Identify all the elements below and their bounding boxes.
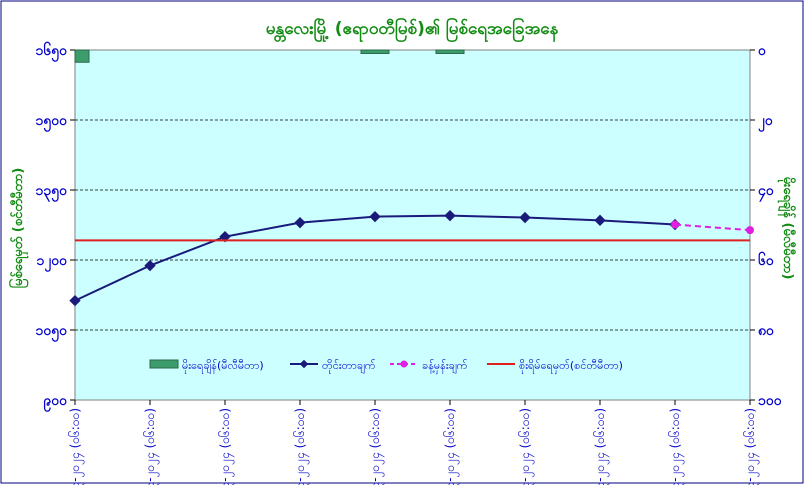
y-tick-label: ၁၂၀၀ — [36, 253, 68, 272]
y2-tick-label: ၂၀ — [758, 113, 774, 132]
plot-area — [74, 49, 751, 401]
y-tick-label: ၁၅၀၀ — [36, 113, 69, 132]
observed-point — [519, 211, 531, 224]
forecast-point — [746, 226, 754, 235]
y-tick-label: ၉၀၀ — [43, 393, 68, 412]
y-axis-label: မြစ်ရေမှတ် (စင်တီမီတာ) — [8, 168, 29, 289]
x-tick-label: ၁၃-၃-၂၀၂၄ (၀၆:၀၀) — [517, 408, 535, 485]
x-tick-label: ၁၀-၃-၂၀၂၄ (၀၆:၀၀) — [292, 408, 310, 485]
x-tick-label: ၁၄-၃-၂၀၂၄ (၀၆:၀၀) — [592, 408, 610, 485]
x-tick-label: ၁၂-၃-၂၀၂၄ (၀၆:၀၀) — [442, 408, 460, 485]
legend-label: စိုးရိမ်ရေမှတ်(စင်တီမီတာ) — [519, 359, 623, 374]
x-tick-label: ၁၅-၃-၂၀၂၄ (၀၆:၀၀) — [667, 408, 685, 485]
y-tick-label: ၁၀၅၀ — [36, 323, 69, 342]
chart-title: မန္တလေးမြို့ (ဧရာဝတီမြစ်)၏ မြစ်ရေအခြေအနေ — [266, 16, 559, 43]
forecast-line — [674, 223, 751, 232]
y2-tick-label: ၀ — [758, 43, 767, 59]
y-tick-label: ၁၆၅၀ — [36, 42, 69, 62]
x-tick-label: ၉-၃-၂၀၂၄ (၀၆:၀၀) — [217, 408, 235, 485]
legend-label: မိုးရေချိန်(မီလီမီတာ) — [182, 359, 264, 374]
legend-label: တိုင်းတာချက် — [322, 359, 376, 374]
x-tick-label: ၁၆-၃-၂၀၂၄ (၀၆:၀၀) — [742, 408, 760, 485]
legend-swatch-rainfall — [149, 359, 179, 369]
legend-marker — [400, 360, 408, 368]
x-tick-label: ၈-၃-၂၀၂၄ (၀၆:၀၀) — [142, 408, 160, 485]
rainfall-bar — [74, 49, 90, 63]
observed-point — [444, 210, 456, 222]
observed-point — [369, 210, 381, 223]
y2-tick-label: ၆၀ — [758, 252, 775, 269]
y2-tick-label: ၄၀ — [758, 183, 775, 202]
observed-point — [294, 217, 306, 229]
legend-label: ခန့်မှန်းချက် — [422, 359, 468, 374]
gridlines — [75, 119, 750, 331]
y2-tick-label: ၈၀ — [758, 323, 775, 339]
legend-marker — [299, 359, 309, 369]
observed-point — [594, 214, 606, 226]
rainfall-bar — [360, 49, 390, 54]
series-lines — [69, 210, 754, 307]
legend: မိုးရေချိန်(မီလီမီတာ) တိုင်းတာချက် ခန့်မှန… — [149, 359, 623, 374]
x-tick-label: ၃-၃-၂၀၂၄ (၀၆:၀၀) — [67, 408, 85, 485]
y2-axis-label: မိုးရေချိန် (မီလီမီတာ) — [777, 177, 797, 280]
forecast-point — [671, 220, 679, 229]
rainfall-bars — [74, 49, 465, 63]
y-tick-label: ၁၃၅၀ — [36, 183, 69, 202]
rainfall-bar — [435, 49, 465, 54]
x-tick-label: ၁၁-၃-၂၀၂၄ (၀၆:၀၀) — [367, 408, 385, 485]
y2-tick-label: ၁၀၀ — [758, 393, 783, 409]
observed-point — [144, 259, 156, 272]
